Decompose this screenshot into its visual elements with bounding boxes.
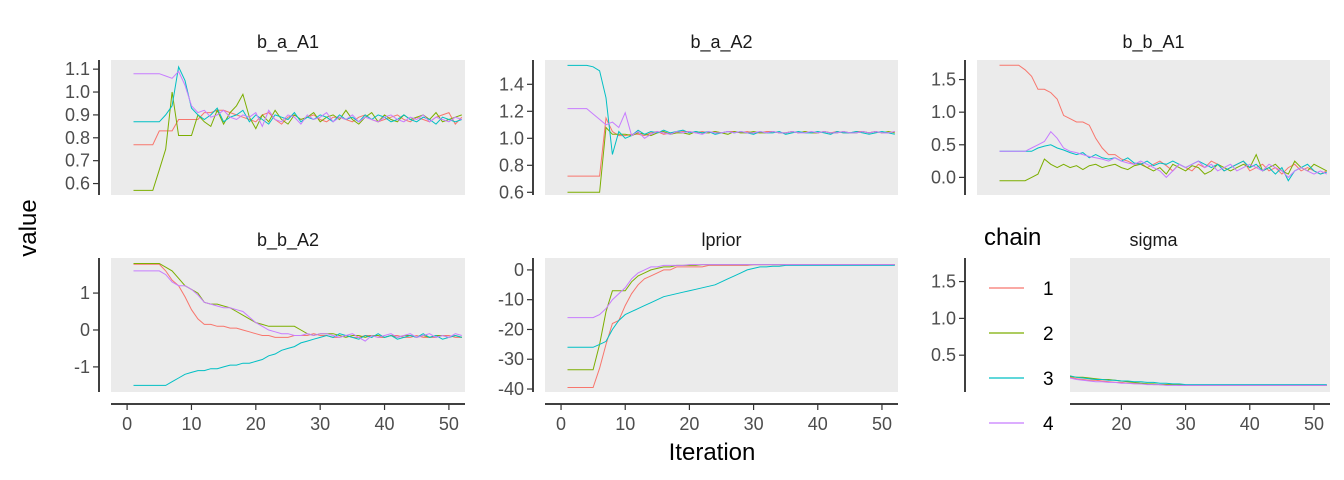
legend-entries: 1 2 3 4 <box>989 279 1054 435</box>
y-tick-label: 1.1 <box>65 59 90 79</box>
x-tick-label: 30 <box>744 414 764 434</box>
x-axis: 0 10 20 30 40 50 <box>111 403 465 434</box>
panel-b_a_A1: b_a_A1 0.6 0.7 0.8 0.9 1.0 1.1 <box>65 32 465 195</box>
y-tick-label: 1.5 <box>931 70 956 90</box>
facet-strip-label: b_a_A1 <box>257 32 319 53</box>
y-tick-label: 1.0 <box>499 128 524 148</box>
y-tick-label: 0.8 <box>65 128 90 148</box>
y-tick-label: -10 <box>498 290 524 310</box>
y-tick-label: 0 <box>514 260 524 280</box>
x-tick-label: 30 <box>1176 414 1196 434</box>
y-axis: -1 0 1 <box>74 258 100 392</box>
series-lines <box>133 65 463 191</box>
y-axis: 0.6 0.8 1.0 1.2 1.4 <box>499 60 534 202</box>
x-tick-label: 0 <box>556 414 566 434</box>
legend-item-chain-4: 4 <box>989 414 1054 435</box>
legend-item-chain-2: 2 <box>989 324 1054 345</box>
series-lines <box>999 64 1328 182</box>
series-lines <box>567 264 895 388</box>
panel-b_a_A2: b_a_A2 0.6 0.8 1.0 1.2 1.4 <box>499 32 898 202</box>
x-axis: 0 10 20 30 40 50 <box>545 403 898 434</box>
y-tick-label: 1.0 <box>931 102 956 122</box>
legend-background <box>966 214 1070 444</box>
x-tick-label: 40 <box>375 414 395 434</box>
series-line-chain-4 <box>567 264 895 319</box>
y-tick-label: 0.9 <box>65 105 90 125</box>
x-tick-label: 50 <box>872 414 892 434</box>
legend-title: chain <box>984 224 1041 251</box>
y-tick-label: 0.5 <box>931 135 956 155</box>
panel-b_b_A1: b_b_A1 0.0 0.5 1.0 1.5 <box>931 32 1330 195</box>
series-line-chain-4 <box>999 130 1328 179</box>
legend-label: 2 <box>1043 324 1054 345</box>
legend-label: 4 <box>1043 414 1054 435</box>
panel-background <box>977 60 1330 195</box>
series-lines <box>567 64 895 193</box>
x-tick-label: 50 <box>439 414 459 434</box>
x-tick-label: 40 <box>808 414 828 434</box>
y-tick-label: 1.2 <box>499 101 524 121</box>
facet-strip-label: b_b_A1 <box>1122 32 1184 53</box>
series-line-chain-4 <box>133 270 462 342</box>
facet-strip-label: b_b_A2 <box>257 230 319 251</box>
x-tick-label: 40 <box>1240 414 1260 434</box>
x-tick-label: 50 <box>1304 414 1324 434</box>
y-axis: -40 -30 -20 -10 0 <box>498 258 534 399</box>
y-tick-label: 1.0 <box>65 82 90 102</box>
y-tick-label: 1.4 <box>499 74 524 94</box>
legend-label: 1 <box>1043 279 1054 300</box>
panel-background <box>111 258 465 392</box>
facet-strip-label: lprior <box>701 230 741 250</box>
x-tick-label: 10 <box>181 414 201 434</box>
y-tick-label: 0.8 <box>499 155 524 175</box>
y-tick-label: 1.5 <box>931 272 956 292</box>
series-lines <box>133 263 462 386</box>
y-tick-label: -40 <box>498 379 524 399</box>
series-line-chain-3 <box>133 333 462 386</box>
y-axis: 0.6 0.7 0.8 0.9 1.0 1.1 <box>65 59 100 195</box>
y-tick-label: 0.6 <box>499 182 524 202</box>
x-axis-title: Iteration <box>669 439 756 466</box>
x-tick-label: 20 <box>679 414 699 434</box>
y-tick-label: -20 <box>498 319 524 339</box>
series-line-chain-4 <box>567 108 895 139</box>
y-axis: 0.5 1.0 1.5 <box>931 258 966 392</box>
y-tick-label: 1 <box>80 283 90 303</box>
series-line-chain-3 <box>999 144 1327 182</box>
y-tick-label: -1 <box>74 357 90 377</box>
panel-background <box>545 60 898 195</box>
facet-strip-label: b_a_A2 <box>690 32 752 53</box>
y-axis-title: value <box>15 199 42 256</box>
x-tick-label: 10 <box>615 414 635 434</box>
y-tick-label: 0 <box>80 320 90 340</box>
x-tick-label: 20 <box>1111 414 1131 434</box>
x-tick-label: 30 <box>310 414 330 434</box>
y-tick-label: 1.0 <box>931 308 956 328</box>
legend-item-chain-1: 1 <box>989 279 1054 300</box>
series-line-chain-4 <box>133 70 462 128</box>
y-tick-label: 0.6 <box>65 174 90 194</box>
panel-background <box>111 60 465 195</box>
y-tick-label: 0.7 <box>65 151 90 171</box>
series-line-chain-3 <box>567 264 895 348</box>
y-tick-label: -30 <box>498 349 524 369</box>
x-tick-label: 0 <box>122 414 132 434</box>
y-axis: 0.0 0.5 1.0 1.5 <box>931 60 966 195</box>
x-tick-label: 20 <box>246 414 266 434</box>
legend-label: 3 <box>1043 369 1054 390</box>
y-tick-label: 0.5 <box>931 345 956 365</box>
y-tick-label: 0.0 <box>931 167 956 187</box>
panel-lprior: lprior -40 -30 -20 -10 0 0 10 20 30 40 50 <box>498 230 898 434</box>
legend-item-chain-3: 3 <box>989 369 1054 390</box>
facet-strip-label: sigma <box>1129 230 1178 250</box>
